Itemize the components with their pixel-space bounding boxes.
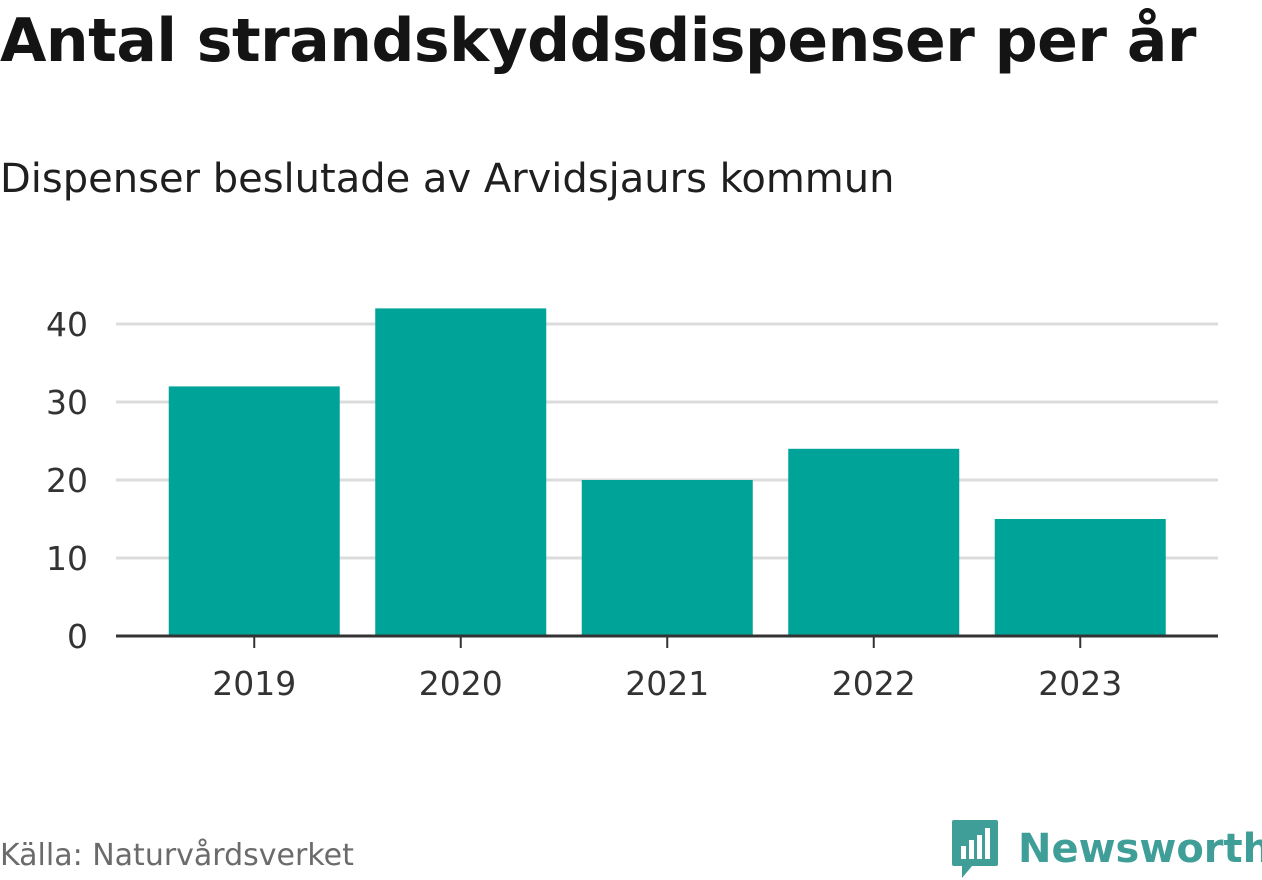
x-axis [116,634,1218,648]
x-tick-label: 2023 [1038,664,1122,703]
y-tick-label: 20 [46,461,88,500]
x-axis-ticks: 2019 2020 2021 2022 2023 [212,664,1122,703]
chart-title: Antal strandskyddsdispenser per år [0,6,1196,76]
bars [168,308,1166,636]
bar-2021 [581,480,753,636]
newsworthy-logo-icon [952,820,998,878]
chart-subtitle: Dispenser beslutade av Arvidsjaurs kommu… [0,156,895,202]
x-tick-label: 2022 [832,664,916,703]
source-note: Källa: Naturvårdsverket [0,838,354,873]
y-tick-label: 0 [67,617,88,656]
y-tick-label: 40 [46,305,88,344]
bar-2022 [788,448,960,636]
brand: Newsworthy [950,818,1262,880]
bar-2020 [375,308,547,636]
bar-2023 [994,519,1166,636]
x-tick-label: 2019 [212,664,296,703]
x-tick-label: 2020 [419,664,503,703]
bar-2019 [168,386,340,636]
x-tick-label: 2021 [625,664,709,703]
y-axis-ticks: 0 10 20 30 40 [46,305,88,656]
y-tick-label: 30 [46,383,88,422]
brand-name: Newsworthy [1018,826,1262,872]
y-tick-label: 10 [46,539,88,578]
